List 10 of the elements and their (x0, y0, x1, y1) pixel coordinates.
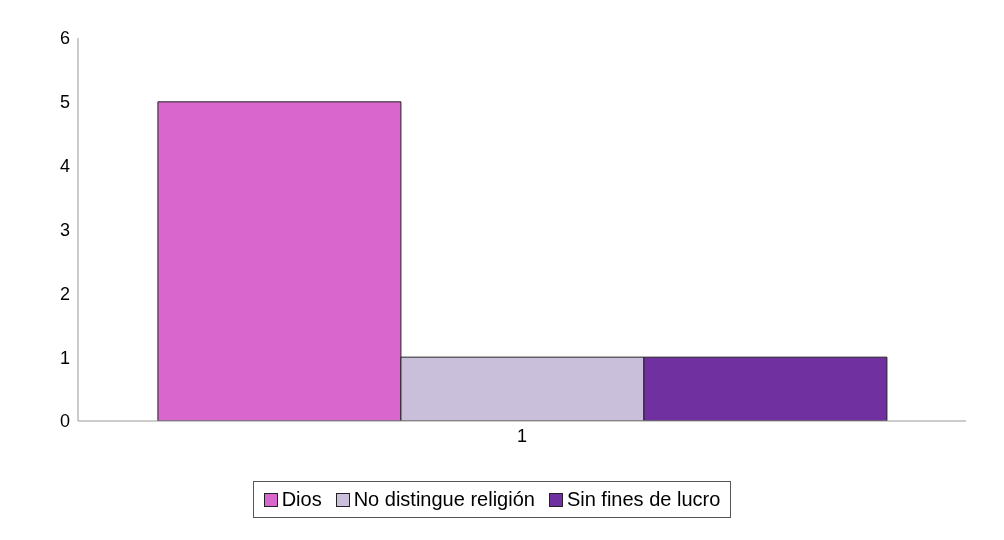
y-tick-label: 0 (59, 411, 70, 432)
legend-label: Sin fines de lucro (565, 488, 721, 511)
y-tick-label: 1 (59, 347, 70, 368)
legend-label: No distingue religión (352, 488, 535, 511)
y-tick-label: 4 (59, 156, 70, 177)
y-tick-label: 5 (59, 92, 70, 113)
y-tick-label: 2 (59, 283, 70, 304)
legend-label: Dios (280, 488, 322, 511)
y-tick-label: 3 (59, 219, 70, 240)
y-tick-label: 6 (59, 28, 70, 49)
